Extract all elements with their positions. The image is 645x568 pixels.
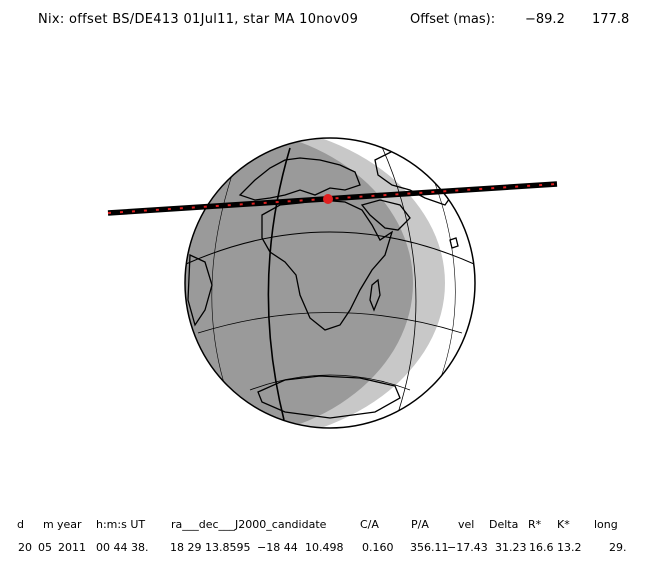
col-header-day: d: [17, 518, 24, 531]
cell-time: 00 44 38.: [96, 541, 149, 554]
track-ticks: [107, 183, 558, 214]
madagascar-outline: [369, 278, 381, 312]
col-header-long: long: [594, 518, 618, 531]
antarctica-outline: [257, 375, 401, 419]
cell-long: 29.: [609, 541, 627, 554]
globe-border: [184, 137, 476, 429]
parallel-line: [185, 231, 475, 265]
cell-delta: 31.23: [495, 541, 527, 554]
parallel-line: [249, 374, 411, 391]
cell-day: 20: [18, 541, 32, 554]
col-header-rstar: R*: [528, 518, 542, 531]
cell-dec: −18 44: [257, 541, 298, 554]
col-header-vel: vel: [458, 518, 475, 531]
cell-rstar: 16.6: [529, 541, 554, 554]
island-outline: [449, 237, 459, 249]
meridian-line: [429, 169, 456, 381]
col-header-kstar: K*: [557, 518, 570, 531]
meridian-line: [267, 147, 291, 421]
closest-approach-marker: [323, 194, 333, 204]
meridian-line: [381, 146, 417, 420]
globe-disk: [185, 138, 475, 428]
cell-dec-sec: 10.498: [305, 541, 344, 554]
cell-pa: 356.11: [410, 541, 449, 554]
cell-ca: 0.160: [362, 541, 394, 554]
cell-kstar: 13.2: [557, 541, 582, 554]
col-header-month: m: [43, 518, 54, 531]
offset-label: Offset (mas):: [410, 12, 496, 27]
graticule: [185, 146, 475, 421]
shadow-track: [107, 181, 558, 216]
cell-vel: −17.43: [447, 541, 488, 554]
plot-title: Nix: offset BS/DE413 01Jul11, star MA 10…: [38, 12, 359, 27]
offset-x-value: −89.2: [525, 12, 565, 27]
col-header-pa: P/A: [411, 518, 429, 531]
europe-outline: [238, 157, 361, 201]
night-region: [185, 138, 413, 428]
parallel-line: [197, 312, 463, 334]
col-header-radec: ra___dec___J2000_candidate: [171, 518, 327, 531]
offset-y-value: 177.8: [592, 12, 630, 27]
meridian-line: [211, 165, 236, 384]
south-america-outline: [187, 253, 213, 327]
arabia-outline: [360, 199, 411, 231]
cell-month: 05: [38, 541, 52, 554]
col-header-ca: C/A: [360, 518, 379, 531]
col-header-year: year: [57, 518, 82, 531]
cell-year: 2011: [58, 541, 86, 554]
col-header-delta: Delta: [489, 518, 519, 531]
cell-ra: 18 29 13.8595: [170, 541, 251, 554]
col-header-time: h:m:s UT: [96, 518, 146, 531]
